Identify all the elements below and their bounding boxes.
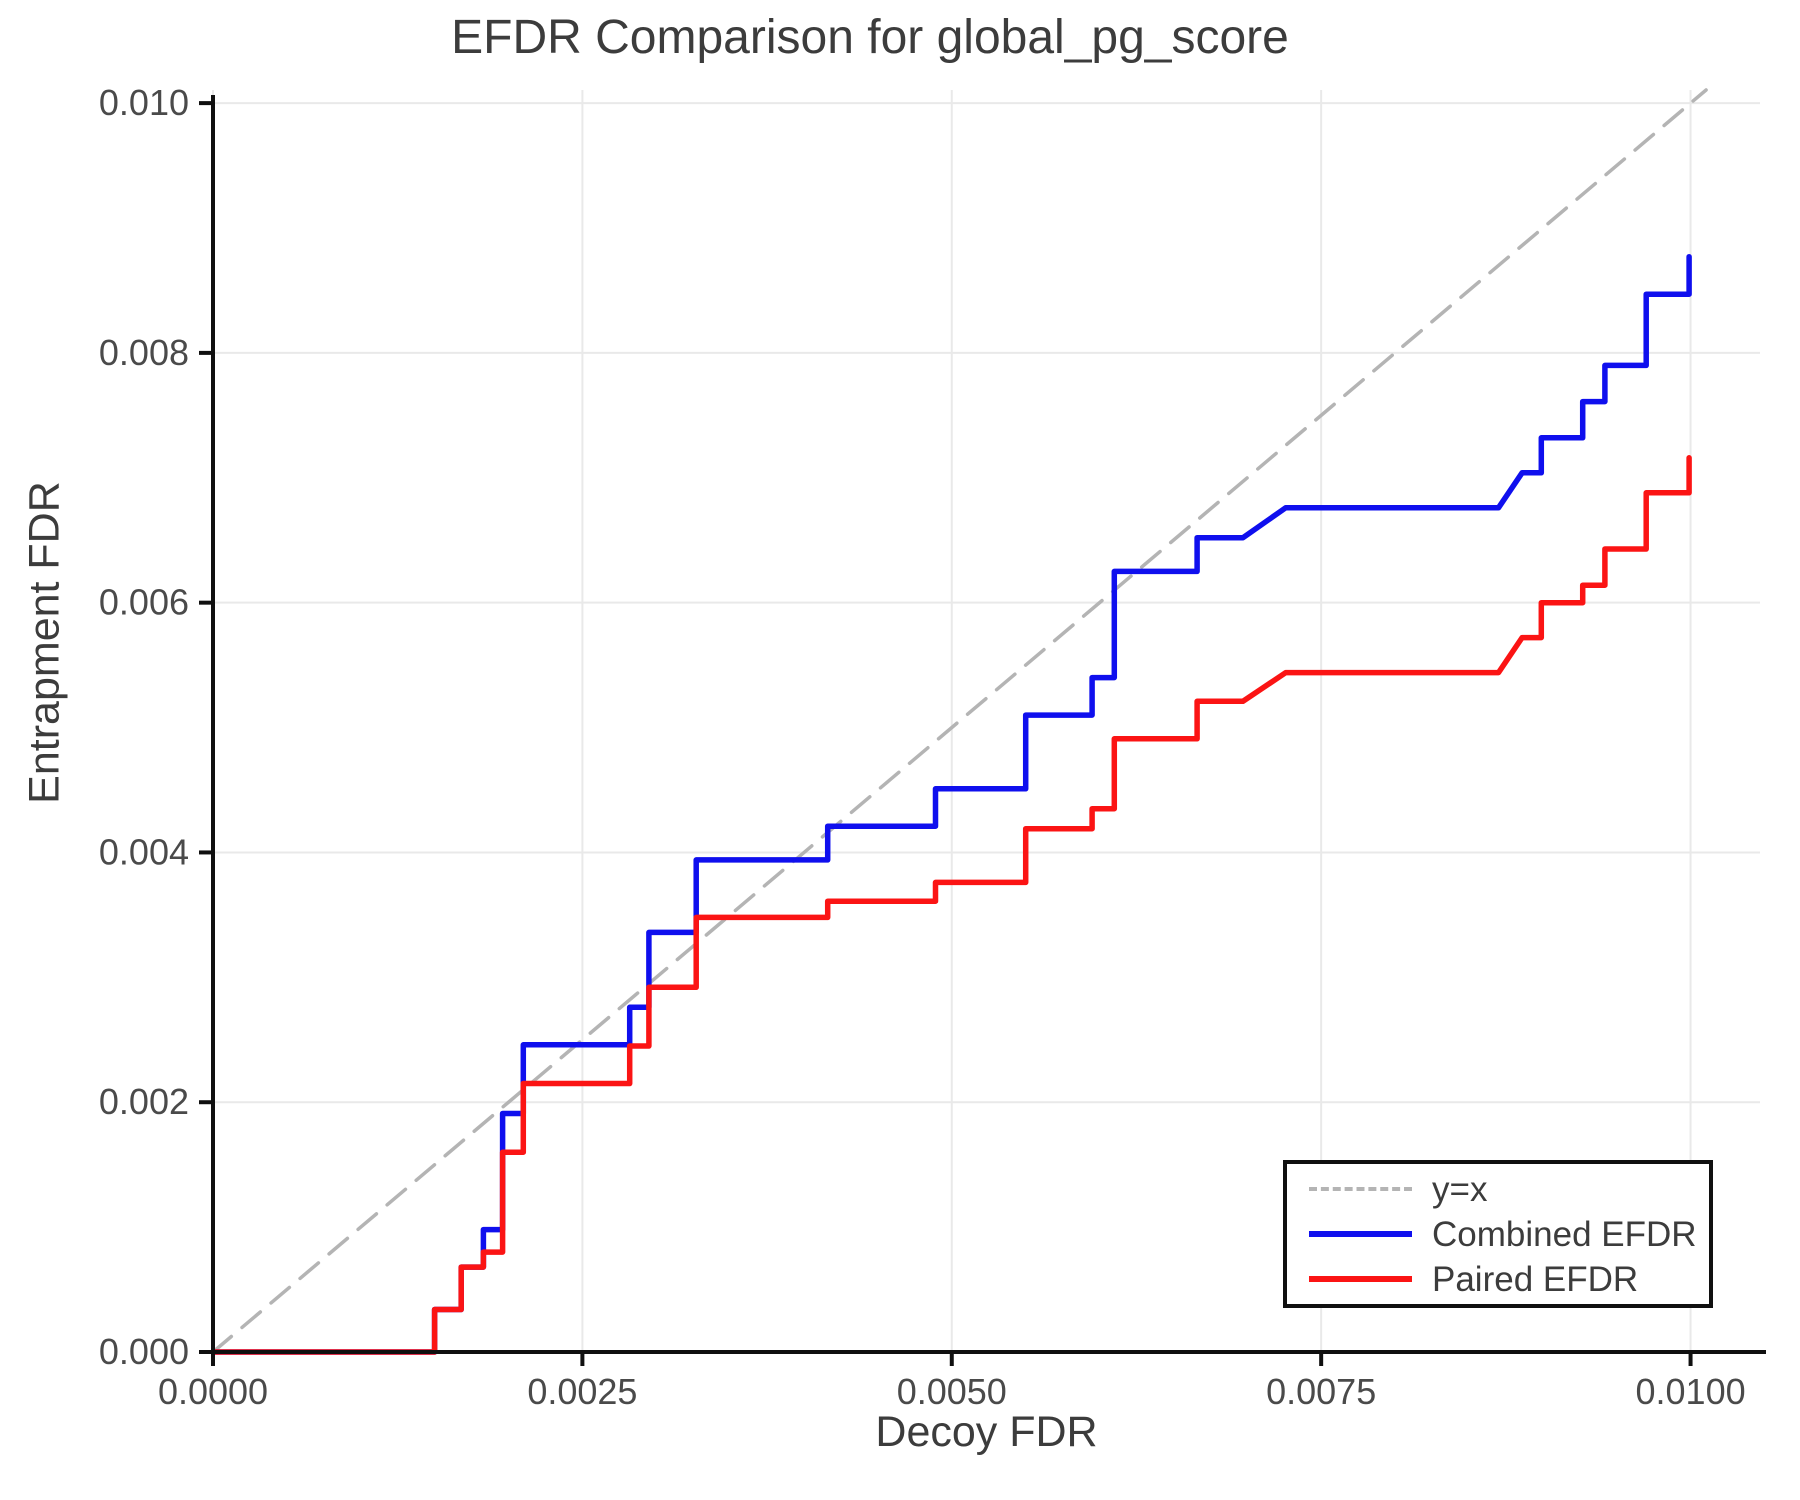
legend-entry-yx: y=x bbox=[1309, 1170, 1709, 1208]
x-tick-label: 0.0050 bbox=[897, 1371, 1007, 1412]
x-tick-label: 0.0025 bbox=[527, 1371, 637, 1412]
combined-efdr-swatch bbox=[1309, 1231, 1412, 1237]
legend-entry-paired: Paired EFDR bbox=[1309, 1260, 1709, 1298]
y-tick-label: 0.004 bbox=[99, 831, 189, 872]
series-line-0 bbox=[211, 88, 1708, 1354]
y-tick-label: 0.006 bbox=[99, 582, 189, 623]
x-tick-label: 0.0000 bbox=[158, 1371, 268, 1412]
yx-line-swatch bbox=[1309, 1187, 1412, 1191]
x-tick-label: 0.0075 bbox=[1266, 1371, 1376, 1412]
axes-and-ticks bbox=[199, 95, 1766, 1366]
data-series bbox=[210, 88, 1708, 1355]
series-line-2 bbox=[210, 455, 1692, 1355]
legend-label-paired: Paired EFDR bbox=[1432, 1259, 1639, 1299]
paired-efdr-swatch bbox=[1309, 1276, 1412, 1282]
tick-labels: 0.0000 0.0025 0.0050 0.0075 0.0100 0.000 0.002… bbox=[99, 82, 1746, 1412]
y-tick-label: 0.010 bbox=[99, 82, 189, 123]
chart-title: EFDR Comparison for global_pg_score bbox=[451, 11, 1289, 64]
legend-label-yx: y=x bbox=[1432, 1169, 1488, 1209]
y-axis-title: Entrapment FDR bbox=[20, 481, 69, 804]
x-tick-label: 0.0100 bbox=[1636, 1371, 1746, 1412]
legend: y=x Combined EFDR Paired EFDR bbox=[1283, 1160, 1713, 1308]
legend-label-combined: Combined EFDR bbox=[1432, 1214, 1697, 1254]
x-axis-title: Decoy FDR bbox=[875, 1408, 1098, 1456]
y-tick-label: 0.000 bbox=[99, 1331, 189, 1372]
y-tick-label: 0.002 bbox=[99, 1081, 189, 1122]
y-tick-label: 0.008 bbox=[99, 332, 189, 373]
legend-entry-combined: Combined EFDR bbox=[1309, 1215, 1709, 1253]
